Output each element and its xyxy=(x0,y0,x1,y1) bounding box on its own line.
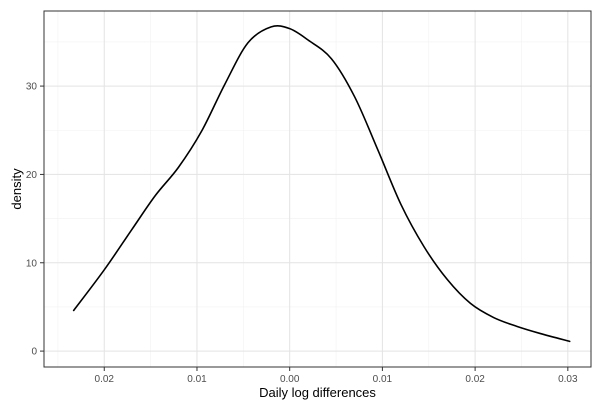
x-tick-label: 0.03 xyxy=(558,374,578,385)
minor-gridlines xyxy=(44,11,591,367)
x-tick-label: 0.02 xyxy=(465,374,485,385)
x-tick-label: 0.01 xyxy=(187,374,207,385)
x-tick-label: 0.00 xyxy=(280,374,300,385)
y-axis-ticks: 0 10 20 30 xyxy=(26,82,44,358)
y-axis-title: density xyxy=(9,168,24,210)
y-tick-label: 10 xyxy=(26,258,38,269)
major-gridlines xyxy=(44,11,591,367)
y-tick-label: 0 xyxy=(31,347,37,358)
y-tick-label: 20 xyxy=(26,170,38,181)
y-tick-label: 30 xyxy=(26,82,38,93)
density-curve xyxy=(72,25,571,343)
plot-panel-border xyxy=(43,10,592,368)
x-axis-title: Daily log differences xyxy=(259,385,376,400)
x-axis-ticks: 0.02 0.01 0.00 0.01 0.02 0.03 xyxy=(95,367,578,385)
x-tick-label: 0.01 xyxy=(373,374,393,385)
x-tick-label: 0.02 xyxy=(95,374,115,385)
